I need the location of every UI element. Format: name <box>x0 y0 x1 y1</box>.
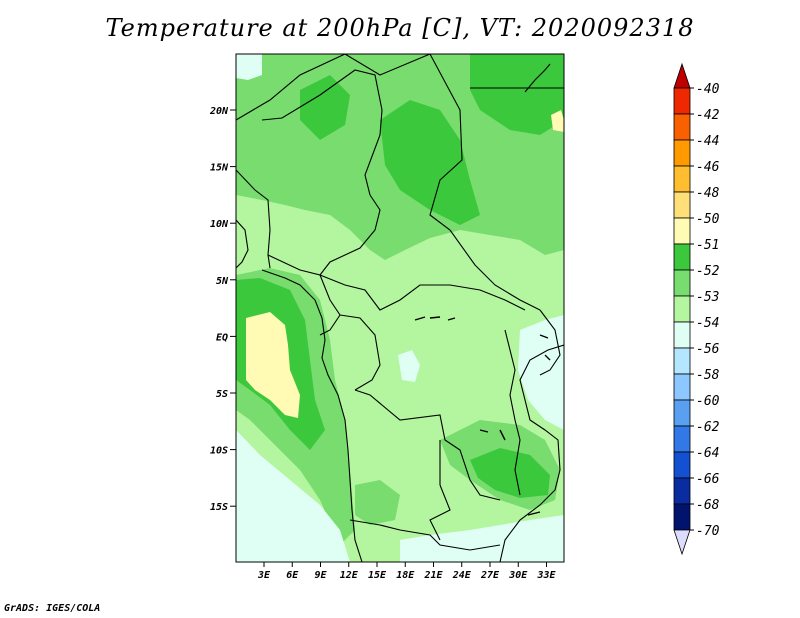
legend-swatch <box>673 373 691 401</box>
legend-label: -62 <box>696 420 720 435</box>
map-title: Temperature at 200hPa [C], VT: 202009231… <box>105 14 695 42</box>
lon-tick-label: 27E <box>480 570 500 581</box>
field-level-56-nw <box>236 54 262 80</box>
temperature-field <box>236 54 564 562</box>
lat-tick-label: 20N <box>209 106 229 117</box>
legend-swatch <box>673 347 691 375</box>
border-lakes <box>504 329 521 496</box>
legend-label: -50 <box>696 212 720 227</box>
border-congo <box>339 314 381 391</box>
legend-label: -53 <box>696 290 719 305</box>
map-figure: 20N 15N 10N 5N EQ 5S 10S 15S 3E 6E 9E 12E 15E 18E 21E… <box>209 53 720 581</box>
lon-tick-label: 18E <box>396 570 415 581</box>
legend-label: -48 <box>696 186 720 201</box>
lat-tick-label: 10N <box>210 219 229 230</box>
legend-under-triangle <box>673 529 691 556</box>
lat-tick-label: 5N <box>216 276 229 287</box>
field-level-52-southeast <box>470 448 550 498</box>
field-level-51-ne <box>551 110 564 132</box>
legend-swatch <box>673 321 691 349</box>
lon-tick-label: 30E <box>508 570 528 581</box>
lon-tick-label: 12E <box>340 570 359 581</box>
lon-tick-label: 21E <box>423 570 443 581</box>
lon-tick-label: 6E <box>286 570 299 581</box>
color-legend: -40 -42 -44 -46 -48 -50 -51 -52 -53 -54 -56 -58 -60 -… <box>673 62 720 556</box>
field-level-56-southwest <box>236 430 350 562</box>
border-drc-angola <box>354 389 501 501</box>
legend-swatch <box>673 165 691 193</box>
lake-outlines <box>414 316 551 516</box>
border-cameroon <box>267 254 341 336</box>
field-level-53-south <box>355 480 400 525</box>
legend-label: -44 <box>696 134 719 149</box>
lat-tick-label: 15S <box>210 502 228 513</box>
legend-label: -56 <box>696 342 720 357</box>
coastline-west <box>236 219 363 562</box>
border-sudan <box>429 54 541 311</box>
field-level-52-west <box>300 75 350 140</box>
border-zambia <box>429 484 451 541</box>
field-level-56-east <box>518 315 564 430</box>
field-level-56-south <box>400 515 564 562</box>
border-car-drc <box>319 274 526 311</box>
legend-label: -68 <box>696 498 720 513</box>
lat-tick-label: 10S <box>210 446 228 457</box>
field-level-56-center <box>398 350 420 382</box>
legend-label: -42 <box>696 108 720 123</box>
lon-tick-label: 15E <box>368 570 387 581</box>
legend-swatch <box>673 269 691 297</box>
border-chad-car <box>319 194 381 276</box>
lat-tick-label: 15N <box>210 163 229 174</box>
legend-swatch <box>673 217 691 245</box>
lat-tick-label: EQ <box>216 332 228 343</box>
legend-swatch <box>673 87 691 115</box>
border-chad-niger <box>261 69 383 196</box>
legend-swatch <box>673 503 691 531</box>
legend-swatch <box>673 477 691 505</box>
legend-label: -51 <box>696 238 719 253</box>
legend-label: -46 <box>696 160 720 175</box>
lat-tick-label: 5S <box>216 389 228 400</box>
legend-label: -70 <box>696 524 720 539</box>
legend-label: -66 <box>696 472 720 487</box>
legend-label: -52 <box>696 264 720 279</box>
legend-swatch <box>673 399 691 427</box>
latitude-axis: 20N 15N 10N 5N EQ 5S 10S 15S <box>209 106 236 513</box>
legend-swatch <box>673 113 691 141</box>
lon-tick-label: 33E <box>536 570 556 581</box>
map-frame <box>235 53 565 563</box>
legend-swatch <box>673 425 691 453</box>
border-nigeria <box>236 169 271 269</box>
border-uganda-kenya <box>539 309 561 376</box>
coastline-east <box>499 344 564 562</box>
legend-swatch <box>673 243 691 271</box>
lon-tick-label: 3E <box>257 570 271 581</box>
legend-label: -54 <box>696 316 719 331</box>
lon-tick-label: 9E <box>314 570 327 581</box>
boundaries <box>236 54 564 562</box>
border-libya-chad <box>236 54 431 121</box>
legend-swatch <box>673 139 691 167</box>
legend-swatch <box>673 191 691 219</box>
coast-ne <box>524 63 551 93</box>
legend-label: -58 <box>696 368 720 383</box>
field-level-52-east <box>380 100 480 225</box>
longitude-axis: 3E 6E 9E 12E 15E 18E 21E 24E 27E 30E 33E <box>257 562 557 581</box>
lon-tick-label: 24E <box>452 570 472 581</box>
legend-label: -40 <box>696 82 720 97</box>
legend-over-triangle <box>673 62 691 89</box>
software-credit: GrADS: IGES/COLA <box>4 603 101 614</box>
border-angola-south <box>349 519 501 551</box>
field-level-51-west <box>246 312 300 418</box>
legend-swatch <box>673 295 691 323</box>
legend-label: -64 <box>696 446 719 461</box>
legend-swatch <box>673 451 691 479</box>
legend-label: -60 <box>696 394 720 409</box>
